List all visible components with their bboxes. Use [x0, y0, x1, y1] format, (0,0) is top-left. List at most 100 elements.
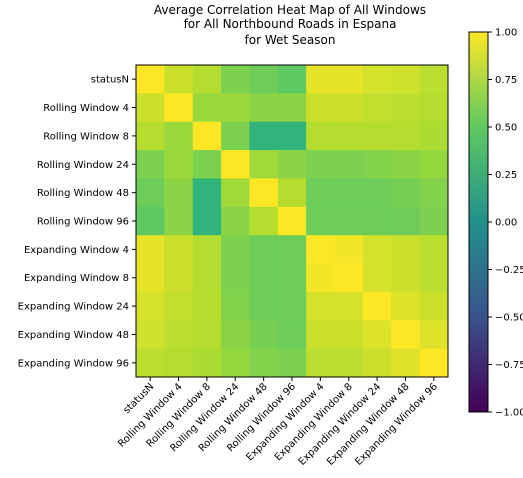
heatmap-cell — [334, 150, 364, 179]
row-tick-label: Rolling Window 8 — [43, 131, 129, 142]
row-tick-label: Rolling Window 96 — [37, 217, 129, 228]
heatmap-cell — [136, 150, 165, 179]
heatmap-cell — [277, 93, 307, 123]
colorbar-tick-label: 0.25 — [495, 170, 517, 181]
heatmap-cell — [362, 121, 392, 151]
heatmap-cell — [306, 93, 335, 123]
heatmap-cell — [391, 65, 421, 94]
colorbar-tick-label: 0.00 — [495, 218, 517, 229]
heatmap-cell — [136, 291, 165, 321]
heatmap-cell — [192, 206, 222, 236]
heatmap-cell — [277, 206, 307, 236]
heatmap-cell — [419, 93, 449, 123]
heatmap-cell — [362, 235, 392, 264]
heatmap-cell — [391, 206, 421, 236]
colorbar-tick-label: −0.75 — [495, 360, 523, 371]
heatmap-cell — [192, 235, 222, 264]
row-tick-label: statusN — [91, 75, 129, 86]
row-tick-label: Expanding Window 4 — [24, 245, 129, 256]
heatmap-cell — [249, 65, 279, 94]
heatmap-cell — [221, 121, 250, 151]
heatmap-cell — [391, 150, 421, 179]
heatmap-cell — [419, 178, 449, 208]
row-tick-label: Rolling Window 48 — [37, 188, 129, 199]
heatmap-cell — [192, 178, 222, 208]
row-tick-label: Rolling Window 4 — [43, 103, 129, 114]
row-tick-labels: statusN Rolling Window 4 Rolling Window 8 R… — [18, 75, 136, 369]
heatmap-cell — [419, 65, 449, 94]
heatmap-cell — [221, 178, 250, 208]
heatmap-cell — [221, 65, 250, 94]
heatmap-cell — [391, 178, 421, 208]
heatmap-cell — [192, 65, 222, 94]
colorbar-tick-label: −1.00 — [495, 408, 523, 419]
heatmap-cell — [362, 320, 392, 350]
heatmap-cell — [221, 150, 250, 179]
heatmap-cell — [419, 150, 449, 179]
heatmap-cell — [249, 150, 279, 179]
heatmap-cell — [306, 320, 335, 350]
heatmap-cell — [362, 93, 392, 123]
heatmap-cell — [277, 178, 307, 208]
title-line-1: Average Correlation Heat Map of All Wind… — [154, 3, 426, 17]
heatmap-cell — [419, 263, 449, 293]
heatmap-cell — [391, 320, 421, 350]
heatmap-cell — [277, 348, 307, 378]
heatmap-cell — [221, 320, 250, 350]
heatmap-cell — [362, 291, 392, 321]
heatmap-cell — [249, 93, 279, 123]
heatmap-cell — [249, 320, 279, 350]
heatmap-cell — [362, 178, 392, 208]
heatmap-cell — [136, 263, 165, 293]
heatmap-cell — [136, 93, 165, 123]
heatmap-cell — [306, 150, 335, 179]
row-tick-label: Rolling Window 24 — [37, 160, 129, 171]
heatmap-cell — [277, 65, 307, 94]
heatmap-cell — [136, 121, 165, 151]
heatmap-cell — [164, 348, 194, 378]
heatmap-cell — [164, 235, 194, 264]
row-tick-label: Expanding Window 48 — [18, 330, 129, 341]
heatmap-cell — [277, 235, 307, 264]
heatmap-cell — [306, 121, 335, 151]
heatmap-cell — [192, 320, 222, 350]
heatmap-cell — [306, 291, 335, 321]
heatmap-cell — [221, 206, 250, 236]
heatmap-cell — [221, 93, 250, 123]
heatmap-cell — [164, 291, 194, 321]
heatmap-cell — [249, 348, 279, 378]
title-line-3: for Wet Season — [245, 33, 336, 47]
heatmap-cell — [334, 320, 364, 350]
heatmap-cell — [391, 291, 421, 321]
heatmap-cell — [334, 235, 364, 264]
heatmap-cell — [221, 291, 250, 321]
heatmap-cell — [136, 348, 165, 378]
heatmap-cell — [306, 235, 335, 264]
heatmap-cell — [277, 150, 307, 179]
heatmap-cell — [334, 263, 364, 293]
heatmap-cell — [306, 65, 335, 94]
heatmap-cell — [391, 121, 421, 151]
heatmap-cell — [419, 348, 449, 378]
heatmap-cell — [164, 121, 194, 151]
heatmap-cell — [277, 121, 307, 151]
heatmap-cell — [419, 206, 449, 236]
colorbar-ticks: 1.00 0.75 0.50 0.25 0.00 −0.25 −0.50 −0.75 −1.00 — [488, 28, 523, 419]
row-tick-label: Expanding Window 24 — [18, 302, 129, 313]
colorbar-tick-label: 0.50 — [495, 123, 517, 134]
heatmap-cells — [136, 65, 449, 378]
heatmap-cell — [249, 178, 279, 208]
heatmap-cell — [136, 178, 165, 208]
heatmap-cell — [419, 291, 449, 321]
heatmap-cell — [136, 206, 165, 236]
heatmap-cell — [419, 320, 449, 350]
colorbar-tick-label: −0.50 — [495, 313, 523, 324]
heatmap-cell — [192, 291, 222, 321]
heatmap-cell — [362, 263, 392, 293]
heatmap-cell — [249, 206, 279, 236]
heatmap-cell — [277, 320, 307, 350]
heatmap-cell — [192, 121, 222, 151]
heatmap-cell — [249, 263, 279, 293]
